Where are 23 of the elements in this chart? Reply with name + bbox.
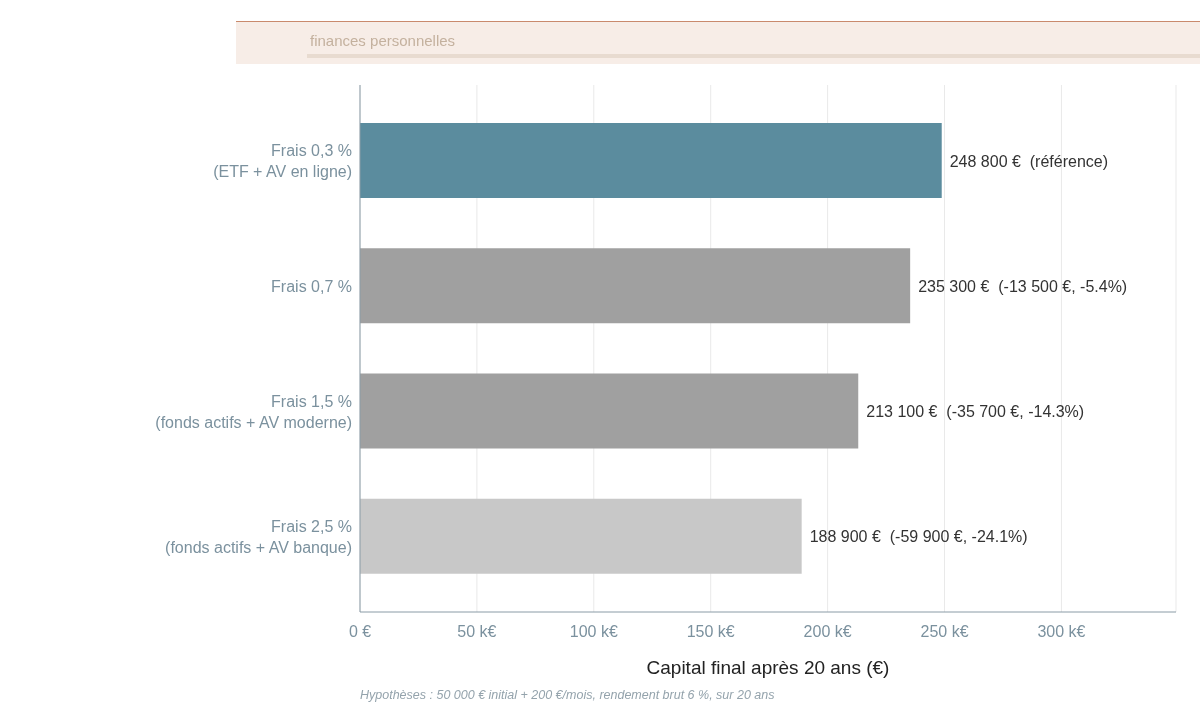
- bar: [360, 248, 911, 324]
- data-label: 213 100 € (-35 700 €, -14.3%): [866, 402, 1085, 420]
- y-tick-label: Frais 1,5 % (fonds actifs + AV moderne): [155, 392, 352, 431]
- bar: [360, 373, 859, 449]
- x-tick-label: 50 k€: [457, 623, 497, 641]
- data-label: 248 800 € (référence): [949, 152, 1109, 170]
- chart-subtitle: finances personnelles: [310, 32, 456, 49]
- x-tick-label: 300 k€: [1037, 623, 1086, 641]
- data-label: 235 300 € (-13 500 €, -5.4%): [918, 277, 1128, 295]
- x-tick-label: 250 k€: [920, 623, 969, 641]
- x-tick-label: 200 k€: [803, 623, 852, 641]
- y-tick-label: Frais 0,3 % (ETF + AV en ligne): [213, 141, 352, 180]
- x-tick-label: 100 k€: [569, 623, 618, 641]
- x-tick-label: 0 €: [348, 623, 372, 641]
- text: Hypothèses : 50 000 € initial + 200 €/mois, rendement brut 6 %, sur 20 ans: [360, 688, 775, 702]
- y-tick-label: Frais 2,5 % (fonds actifs + AV banque): [165, 517, 352, 556]
- bar: [360, 498, 802, 574]
- x-tick-label: 150 k€: [686, 623, 735, 641]
- data-label: 188 900 € (-59 900 €, -24.1%): [809, 527, 1028, 545]
- header-band: finances personnelles: [236, 21, 1200, 64]
- x-axis-title: Capital final après 20 ans (€): [646, 657, 890, 678]
- y-tick-label: Frais 0,7 %: [271, 277, 352, 295]
- bar: [360, 123, 942, 199]
